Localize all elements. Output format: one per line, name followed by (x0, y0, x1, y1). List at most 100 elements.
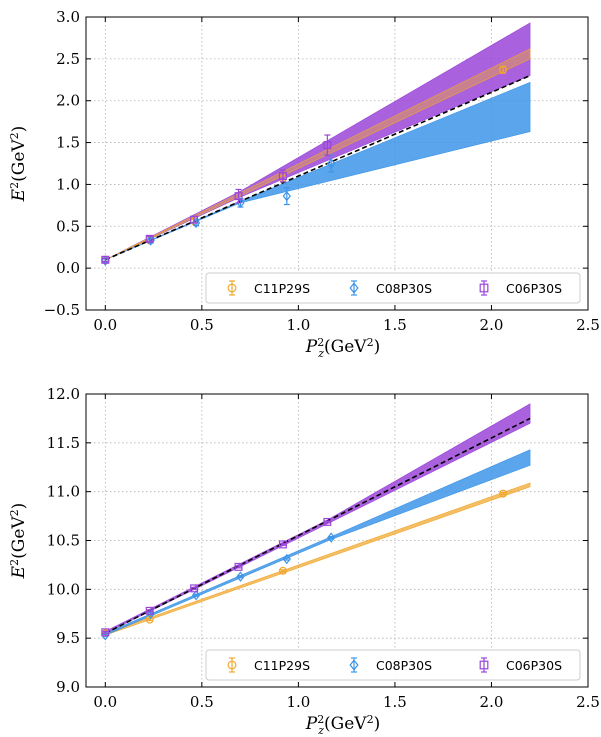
label-part: (GeV (324, 337, 367, 357)
marker-square (234, 562, 243, 571)
legend: C11P29S C08P30S C06P30S (205, 649, 581, 681)
grid (86, 393, 589, 688)
reference-dashed-line (104, 74, 531, 261)
label-part: 2 (367, 713, 374, 726)
marker-circle (499, 65, 508, 74)
marker-diamond (282, 190, 291, 202)
marker-square (278, 540, 287, 549)
marker-square (190, 584, 199, 593)
y-tick-label: 3.0 (56, 8, 80, 26)
marker-diamond (349, 659, 359, 671)
marker-diamond (327, 532, 336, 543)
label-part: 2 (8, 182, 21, 189)
label-part: ) (9, 503, 29, 510)
y-tick-label: 9.0 (56, 678, 80, 696)
legend-label: C11P29S (254, 658, 310, 673)
y-tick-label: 0.5 (56, 217, 80, 235)
x-tick-label: 2.0 (480, 693, 504, 711)
legend-entry-C06P30S: C06P30S (479, 280, 562, 296)
marker-diamond (101, 255, 110, 266)
marker-square (479, 283, 489, 293)
y-tick-label: 1.0 (56, 175, 80, 193)
data-point-C06P30S (101, 628, 110, 637)
legend: C11P29S C08P30S C06P30S (205, 272, 581, 304)
data-point-C06P30S (234, 188, 243, 204)
chart-panel-1: 0.0 0.5 1.0 1.5 2.0 2.5 −0.5 0.0 0.5 1.0 1.5 2.0 2.5… (8, 8, 600, 360)
legend-label: C08P30S (376, 658, 432, 673)
band-C08P30S (105, 449, 531, 636)
data-point-C06P30S (278, 169, 287, 183)
label-part: ) (9, 126, 29, 133)
x-tick-label: 0.5 (190, 693, 214, 711)
label-part: 2 (317, 713, 324, 726)
label-part: 2 (8, 132, 21, 139)
data-point-C11P29S (278, 566, 287, 575)
marker-square (323, 141, 332, 150)
marker-circle (227, 660, 237, 670)
legend-entry-C08P30S: C08P30S (349, 657, 432, 673)
marker-square (234, 192, 243, 201)
axes-frame (85, 16, 589, 311)
legend-label: C08P30S (376, 281, 432, 296)
x-tick-label: 2.5 (576, 693, 600, 711)
band-C06P30S (105, 403, 531, 634)
marker-diamond (191, 589, 201, 601)
label-part: 2 (367, 336, 374, 349)
data-point-C11P29S (499, 65, 508, 74)
y-tick-label: 1.5 (56, 134, 80, 152)
data-point-C06P30S (145, 234, 154, 243)
data-point-C08P30S (327, 532, 336, 543)
legend-label: C06P30S (506, 658, 562, 673)
marker-diamond (282, 553, 291, 565)
series-C08P30S (101, 154, 336, 266)
label-part: z (317, 724, 324, 737)
label-part: 2 (8, 509, 21, 516)
marker-square (278, 172, 287, 181)
x-tick-label: 1.0 (286, 693, 310, 711)
marker-square (190, 215, 199, 224)
x-axis-label: P2 z(GeV2) (305, 336, 380, 361)
data-point-C06P30S (190, 584, 199, 593)
legend-entry-C08P30S: C08P30S (349, 280, 432, 296)
plot-area (101, 403, 531, 641)
reference-dashed-line (104, 417, 531, 634)
x-tick-label: 1.5 (383, 693, 407, 711)
band-C11P29S (105, 482, 531, 636)
y-tick-label: 11.0 (47, 483, 80, 501)
marker-diamond (327, 158, 336, 169)
marker-diamond (349, 282, 359, 294)
y-tick-label: 2.0 (56, 92, 80, 110)
legend-entry-C06P30S: C06P30S (479, 657, 562, 673)
label-part: 2 (317, 336, 324, 349)
y-tick-label: 12.0 (47, 385, 80, 403)
x-tick-label: 0.0 (93, 316, 117, 334)
label-part: P (305, 714, 318, 734)
marker-square (145, 234, 154, 243)
label-part: 2 (8, 559, 21, 566)
marker-circle (278, 566, 287, 575)
label-part: (GeV (9, 139, 29, 182)
x-tick-label: 1.0 (286, 316, 310, 334)
marker-square (323, 517, 332, 526)
x-tick-label: 1.5 (383, 316, 407, 334)
data-point-C06P30S (323, 134, 332, 156)
marker-diamond (236, 571, 245, 582)
marker-square (101, 255, 110, 264)
legend-label: C06P30S (506, 281, 562, 296)
label-part: ) (374, 714, 381, 734)
data-point-C08P30S (191, 589, 201, 601)
y-axis-label: E2(GeV2) (8, 126, 30, 203)
marker-circle (499, 489, 508, 498)
ticks (86, 393, 589, 688)
series-C06P30S (101, 517, 332, 637)
marker-square (479, 660, 489, 670)
marker-circle (227, 283, 237, 293)
series-C06P30S (101, 134, 332, 264)
legend-entry-C11P29S: C11P29S (227, 657, 310, 673)
band-C08P30S (105, 81, 531, 261)
axes-frame (85, 393, 589, 688)
label-part: ) (374, 337, 381, 357)
y-tick-label: 2.5 (56, 50, 80, 68)
label-part: P (305, 337, 318, 357)
plot-area (101, 22, 531, 266)
